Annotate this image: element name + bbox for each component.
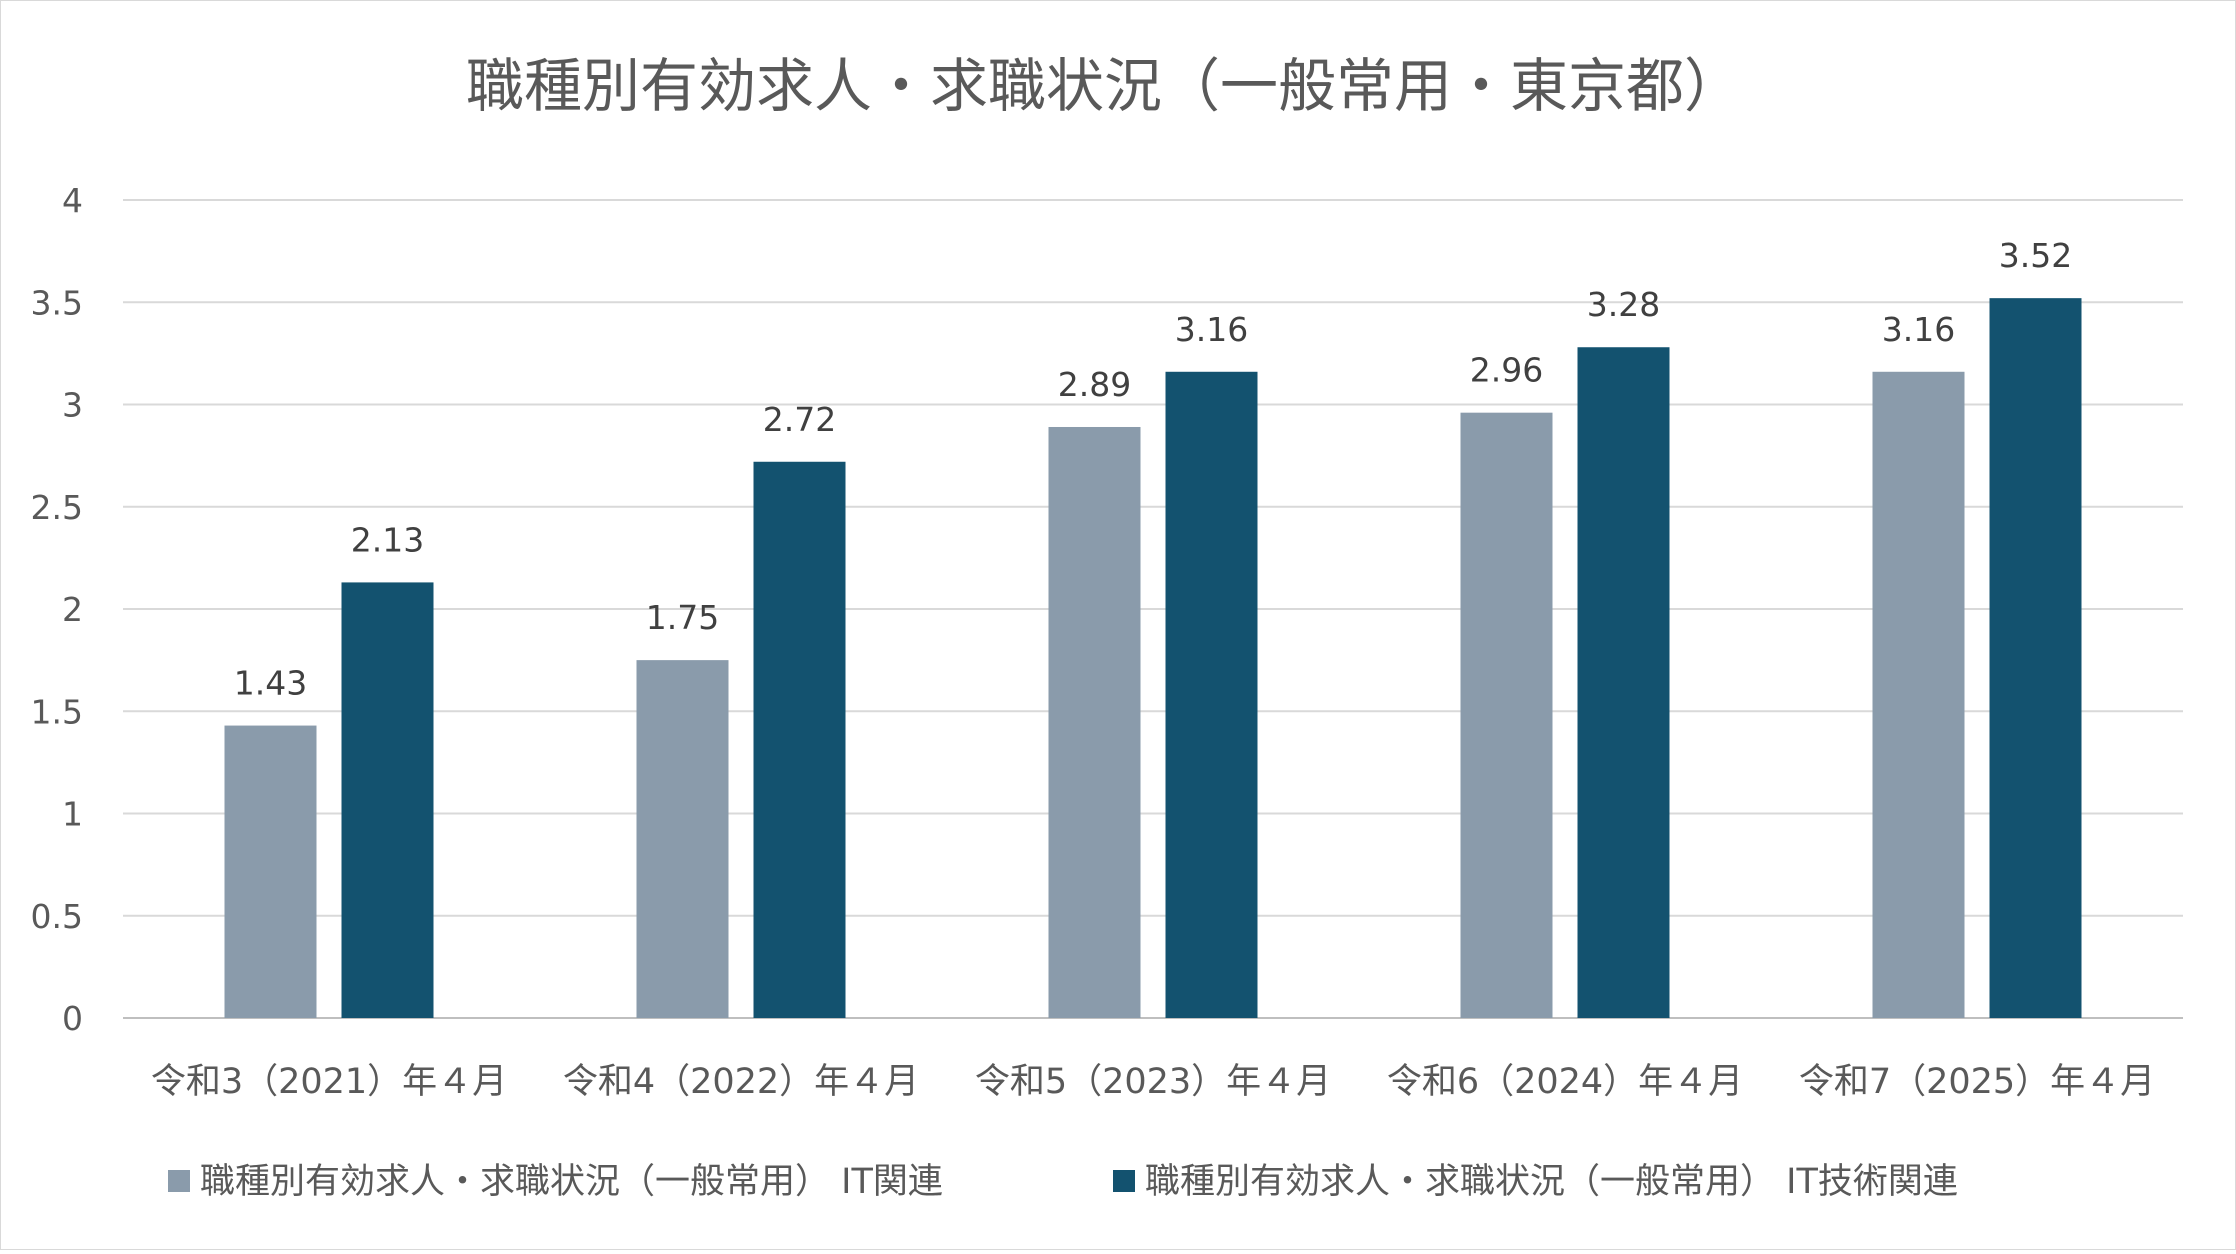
bar-series-2 xyxy=(1577,347,1670,1018)
gridlines xyxy=(123,199,2183,1019)
bar-series-1 xyxy=(636,660,729,1018)
y-tick-label: 2.5 xyxy=(31,488,83,527)
y-tick-label: 3 xyxy=(62,386,83,425)
legend-label-1: 職種別有効求人・求職状況（一般常用） IT関連 xyxy=(200,1162,943,1202)
bar-series-1 xyxy=(1460,412,1553,1018)
y-tick-label: 1.5 xyxy=(31,692,83,731)
y-axis: 0 0.5 1 1.5 2 2.5 3 3.5 4 xyxy=(31,181,83,1038)
y-tick-label: 3.5 xyxy=(31,283,83,322)
data-label: 3.16 xyxy=(1882,310,1955,349)
data-label: 2.13 xyxy=(351,520,424,559)
x-tick-label: 令和7（2025）年４月 xyxy=(1799,1062,2155,1102)
x-axis: 令和3（2021）年４月 令和4（2022）年４月 令和5（2023）年４月 令和6（… xyxy=(151,1062,2155,1102)
bar-series-2 xyxy=(341,582,434,1018)
bar-series-1 xyxy=(1048,426,1141,1018)
x-tick-label: 令和3（2021）年４月 xyxy=(151,1062,507,1102)
data-label: 1.43 xyxy=(234,664,307,703)
y-tick-label: 0.5 xyxy=(31,897,83,936)
data-labels: 1.43 2.13 1.75 2.72 2.89 3.16 2.96 3.28 3.16 3.52 xyxy=(234,236,2072,702)
data-label: 3.52 xyxy=(1999,236,2072,275)
bar-series-2 xyxy=(1165,371,1258,1018)
x-tick-label: 令和5（2023）年４月 xyxy=(975,1062,1331,1102)
y-tick-label: 2 xyxy=(62,590,83,629)
data-label: 1.75 xyxy=(646,598,719,637)
data-label: 3.16 xyxy=(1175,310,1248,349)
bar-series-1 xyxy=(1872,371,1965,1018)
data-label: 2.72 xyxy=(763,400,836,439)
legend-swatch-1 xyxy=(168,1170,190,1192)
bar-series-2 xyxy=(1989,298,2082,1018)
y-tick-label: 0 xyxy=(62,999,83,1038)
y-tick-label: 4 xyxy=(62,181,83,220)
legend: 職種別有効求人・求職状況（一般常用） IT関連 職種別有効求人・求職状況（一般常用… xyxy=(168,1162,1958,1202)
legend-swatch-2 xyxy=(1113,1170,1135,1192)
y-tick-label: 1 xyxy=(62,795,83,834)
data-label: 2.89 xyxy=(1058,365,1131,404)
chart-title: 職種別有効求人・求職状況（一般常用・東京都） xyxy=(466,52,1742,120)
legend-label-2: 職種別有効求人・求職状況（一般常用） IT技術関連 xyxy=(1145,1162,1958,1202)
bar-series-1 xyxy=(224,725,317,1018)
x-tick-label: 令和6（2024）年４月 xyxy=(1387,1062,1743,1102)
data-label: 3.28 xyxy=(1587,285,1660,324)
bar-series-2 xyxy=(753,461,846,1018)
data-label: 2.96 xyxy=(1470,351,1543,390)
bars xyxy=(224,298,2082,1018)
x-tick-label: 令和4（2022）年４月 xyxy=(563,1062,919,1102)
